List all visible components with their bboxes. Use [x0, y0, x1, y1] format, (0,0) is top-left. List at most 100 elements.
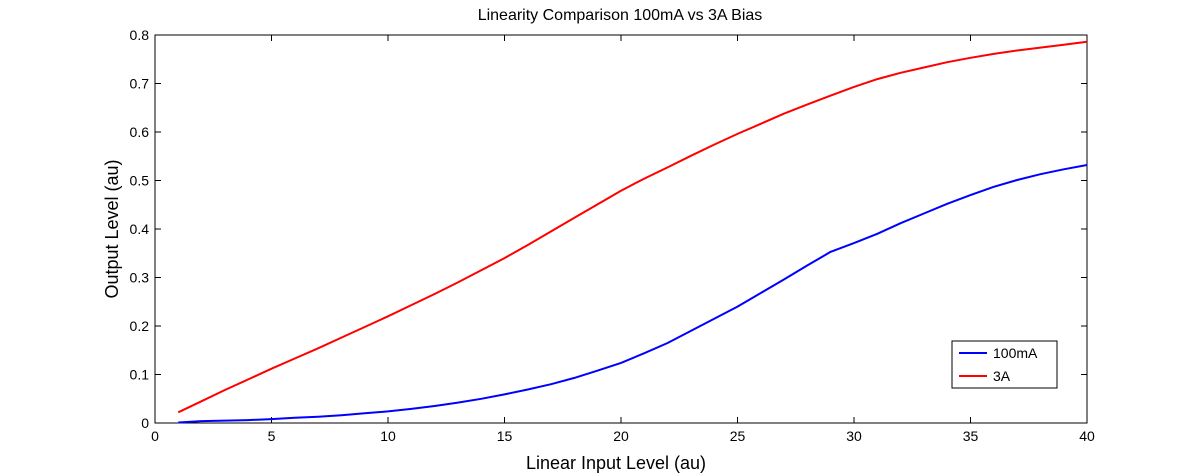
x-tick-label: 30 — [846, 428, 862, 444]
data-point-3a — [690, 155, 692, 157]
data-point-100ma — [807, 265, 809, 267]
data-point-100ma — [411, 408, 413, 410]
data-point-3a — [783, 113, 785, 115]
data-point-3a — [877, 78, 879, 80]
data-point-100ma — [853, 242, 855, 244]
data-point-100ma — [434, 405, 436, 407]
data-point-100ma — [247, 419, 249, 421]
data-point-100ma — [178, 422, 180, 424]
data-point-100ma — [1063, 169, 1065, 171]
data-point-100ma — [201, 420, 203, 422]
data-point-100ma — [1040, 173, 1042, 175]
data-point-3a — [667, 167, 669, 169]
series-lines — [177, 40, 1088, 424]
data-point-100ma — [713, 318, 715, 320]
data-point-3a — [970, 57, 972, 59]
data-point-3a — [317, 348, 319, 350]
y-tick-label: 0.3 — [130, 270, 150, 286]
data-point-3a — [434, 293, 436, 295]
data-point-3a — [737, 133, 739, 135]
data-point-3a — [224, 389, 226, 391]
data-point-100ma — [527, 389, 529, 391]
axis-ticks: 0 5 10 15 20 25 30 35 40 0 0.1 0.2 0.3 0.4 0.5 0.6 0.7 0.… — [130, 27, 1095, 444]
x-axis-label: Linear Input Level (au) — [526, 453, 706, 473]
legend: 100mA 3A — [951, 340, 1058, 389]
data-point-3a — [597, 204, 599, 206]
data-point-3a — [387, 316, 389, 318]
data-point-100ma — [783, 279, 785, 281]
data-point-100ma — [574, 377, 576, 379]
data-point-3a — [830, 95, 832, 97]
data-point-3a — [178, 412, 180, 414]
data-point-3a — [923, 67, 925, 69]
y-tick-label: 0.5 — [130, 173, 150, 189]
y-tick-label: 0 — [141, 415, 149, 431]
x-tick-label: 25 — [730, 428, 746, 444]
data-point-100ma — [830, 251, 832, 253]
data-point-100ma — [970, 194, 972, 196]
data-point-100ma — [690, 330, 692, 332]
data-point-100ma — [1016, 179, 1018, 181]
data-point-3a — [993, 53, 995, 55]
data-point-100ma — [597, 370, 599, 372]
data-point-3a — [1063, 44, 1065, 46]
data-point-3a — [247, 379, 249, 381]
legend-label-100ma: 100mA — [993, 345, 1038, 361]
data-point-100ma — [644, 352, 646, 354]
chart-title: Linearity Comparison 100mA vs 3A Bias — [478, 7, 763, 24]
x-tick-label: 35 — [963, 428, 979, 444]
data-point-100ma — [550, 383, 552, 385]
data-point-100ma — [271, 418, 273, 420]
legend-box — [951, 340, 1058, 389]
data-point-3a — [644, 178, 646, 180]
data-point-3a — [1040, 47, 1042, 49]
y-tick-label: 0.7 — [130, 76, 150, 92]
y-axis-label: Output Level (au) — [102, 159, 122, 298]
data-point-3a — [201, 400, 203, 402]
data-point-3a — [480, 269, 482, 271]
data-point-3a — [620, 190, 622, 192]
data-point-100ma — [341, 414, 343, 416]
data-point-3a — [550, 231, 552, 233]
data-point-3a — [853, 86, 855, 88]
plot-area — [154, 34, 1088, 424]
data-point-3a — [760, 123, 762, 125]
x-tick-label: 20 — [613, 428, 629, 444]
data-point-3a — [364, 326, 366, 328]
data-point-3a — [271, 368, 273, 370]
y-tick-label: 0.6 — [130, 124, 150, 140]
data-point-3a — [411, 304, 413, 306]
data-point-100ma — [760, 292, 762, 294]
data-point-100ma — [364, 413, 366, 415]
y-tick-label: 0.8 — [130, 27, 150, 43]
x-tick-label: 15 — [497, 428, 513, 444]
data-point-3a — [504, 257, 506, 259]
data-point-3a — [713, 144, 715, 146]
series-line-100ma — [178, 164, 1088, 424]
data-point-100ma — [504, 394, 506, 396]
x-tick-label: 10 — [380, 428, 396, 444]
x-tick-label: 0 — [151, 428, 159, 444]
data-point-3a — [1016, 50, 1018, 52]
data-point-100ma — [387, 411, 389, 413]
y-tick-label: 0.1 — [130, 367, 150, 383]
data-point-3a — [946, 61, 948, 63]
data-point-100ma — [923, 213, 925, 215]
data-point-100ma — [667, 342, 669, 344]
data-point-100ma — [1086, 164, 1088, 166]
data-point-3a — [341, 337, 343, 339]
data-point-100ma — [317, 416, 319, 418]
data-point-3a — [527, 244, 529, 246]
data-point-100ma — [224, 420, 226, 422]
data-point-100ma — [993, 186, 995, 188]
data-point-3a — [457, 282, 459, 284]
data-point-100ma — [900, 222, 902, 224]
data-point-100ma — [294, 417, 296, 419]
x-tick-label: 40 — [1079, 428, 1095, 444]
y-tick-label: 0.4 — [130, 221, 150, 237]
data-point-3a — [900, 72, 902, 74]
y-tick-label: 0.2 — [130, 318, 150, 334]
data-point-3a — [574, 217, 576, 219]
data-point-100ma — [946, 203, 948, 205]
